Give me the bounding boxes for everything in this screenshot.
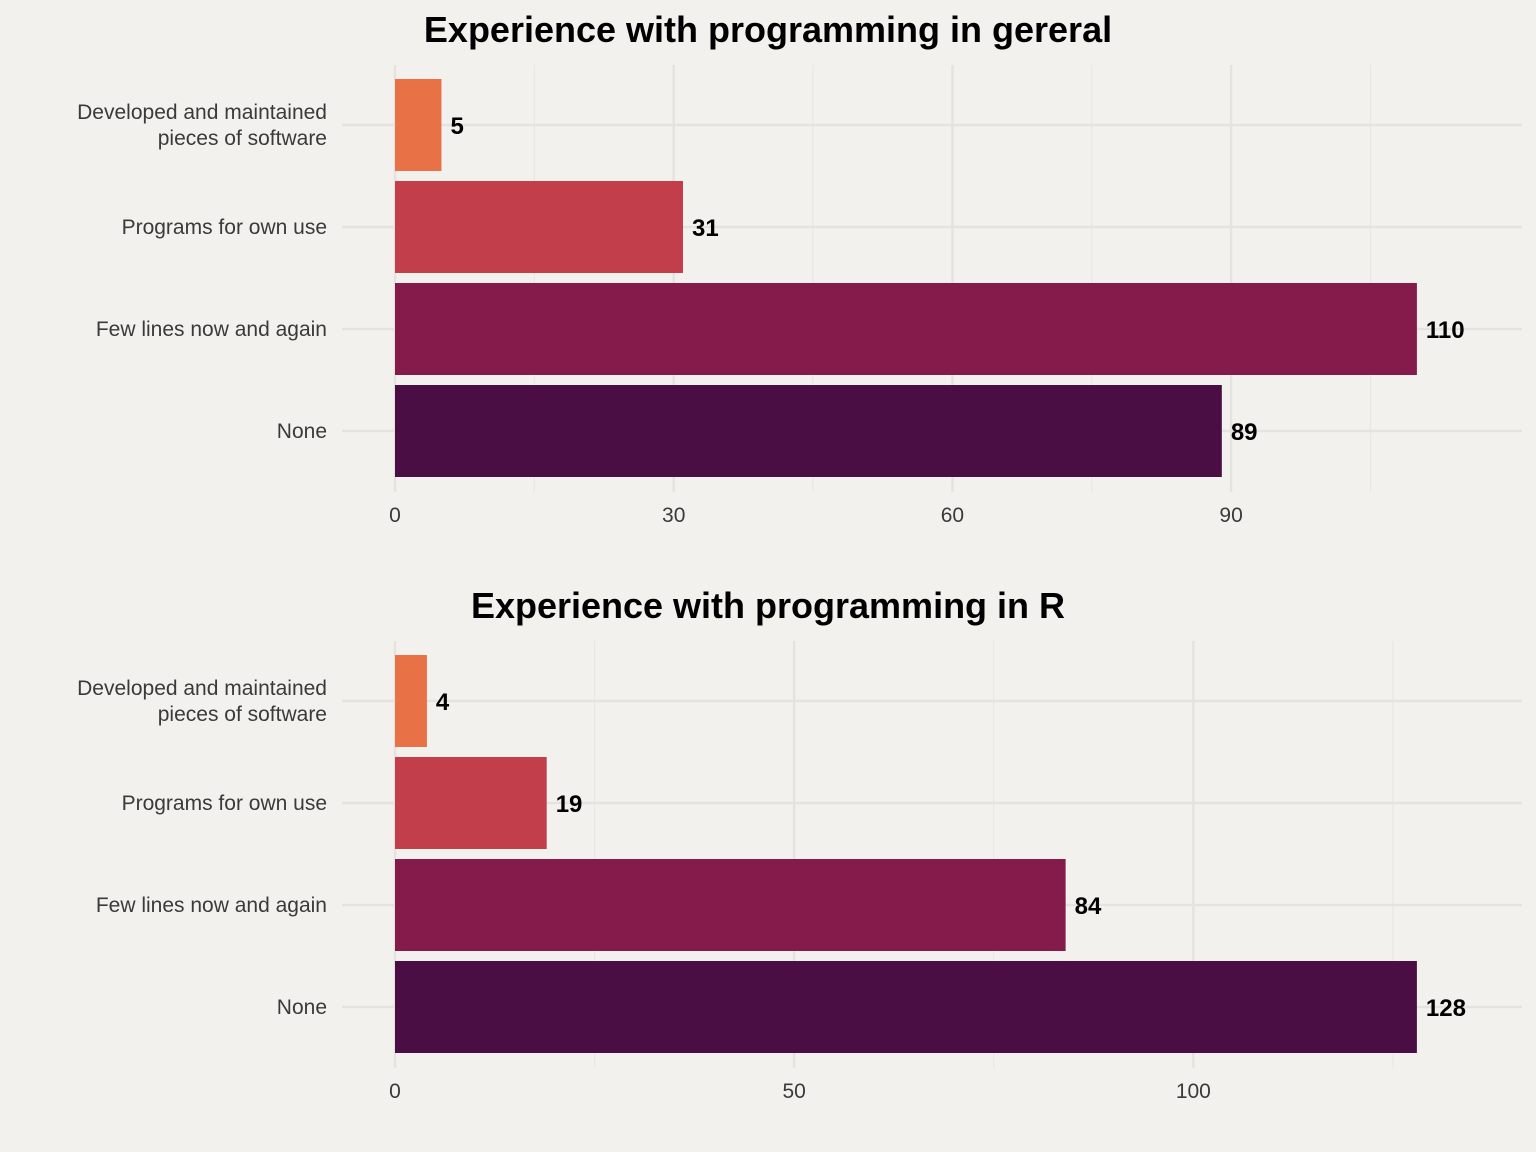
category-label: Few lines now and again xyxy=(96,894,327,917)
bar xyxy=(395,79,442,171)
chart-panel-1: Experience with programming in gereral 5 D… xyxy=(77,9,1522,527)
x-tick-label: 0 xyxy=(389,504,401,527)
x-tick-label: 60 xyxy=(941,504,964,527)
data-label: 128 xyxy=(1426,995,1466,1022)
x-tick-label: 30 xyxy=(662,504,685,527)
bar xyxy=(395,385,1222,477)
bar xyxy=(395,655,427,747)
category-label: None xyxy=(277,420,327,443)
bar xyxy=(395,181,683,273)
chart-panel-2: Experience with programming in R 4 Develop… xyxy=(77,585,1522,1103)
category-label: Programs for own use xyxy=(122,792,327,815)
x-tick-label: 100 xyxy=(1176,1080,1211,1103)
bar xyxy=(395,961,1417,1053)
chart-title: Experience with programming in R xyxy=(471,585,1065,626)
data-label: 31 xyxy=(692,215,719,242)
x-tick-label: 50 xyxy=(783,1080,806,1103)
data-label: 89 xyxy=(1231,419,1258,446)
category-label: Developed and maintained pieces of softwa… xyxy=(77,101,327,150)
category-label: None xyxy=(277,996,327,1019)
data-label: 19 xyxy=(556,791,583,818)
bar xyxy=(395,283,1417,375)
category-label: Programs for own use xyxy=(122,216,327,239)
data-label: 5 xyxy=(450,113,463,140)
data-label: 84 xyxy=(1075,893,1102,920)
x-tick-label: 90 xyxy=(1219,504,1242,527)
data-label: 4 xyxy=(436,689,450,716)
category-label: Developed and maintained pieces of softwa… xyxy=(77,677,327,726)
chart-title: Experience with programming in gereral xyxy=(424,9,1112,50)
bar xyxy=(395,757,547,849)
bar xyxy=(395,859,1066,951)
category-label: Few lines now and again xyxy=(96,318,327,341)
x-tick-label: 0 xyxy=(389,1080,401,1103)
data-label: 110 xyxy=(1426,317,1465,344)
